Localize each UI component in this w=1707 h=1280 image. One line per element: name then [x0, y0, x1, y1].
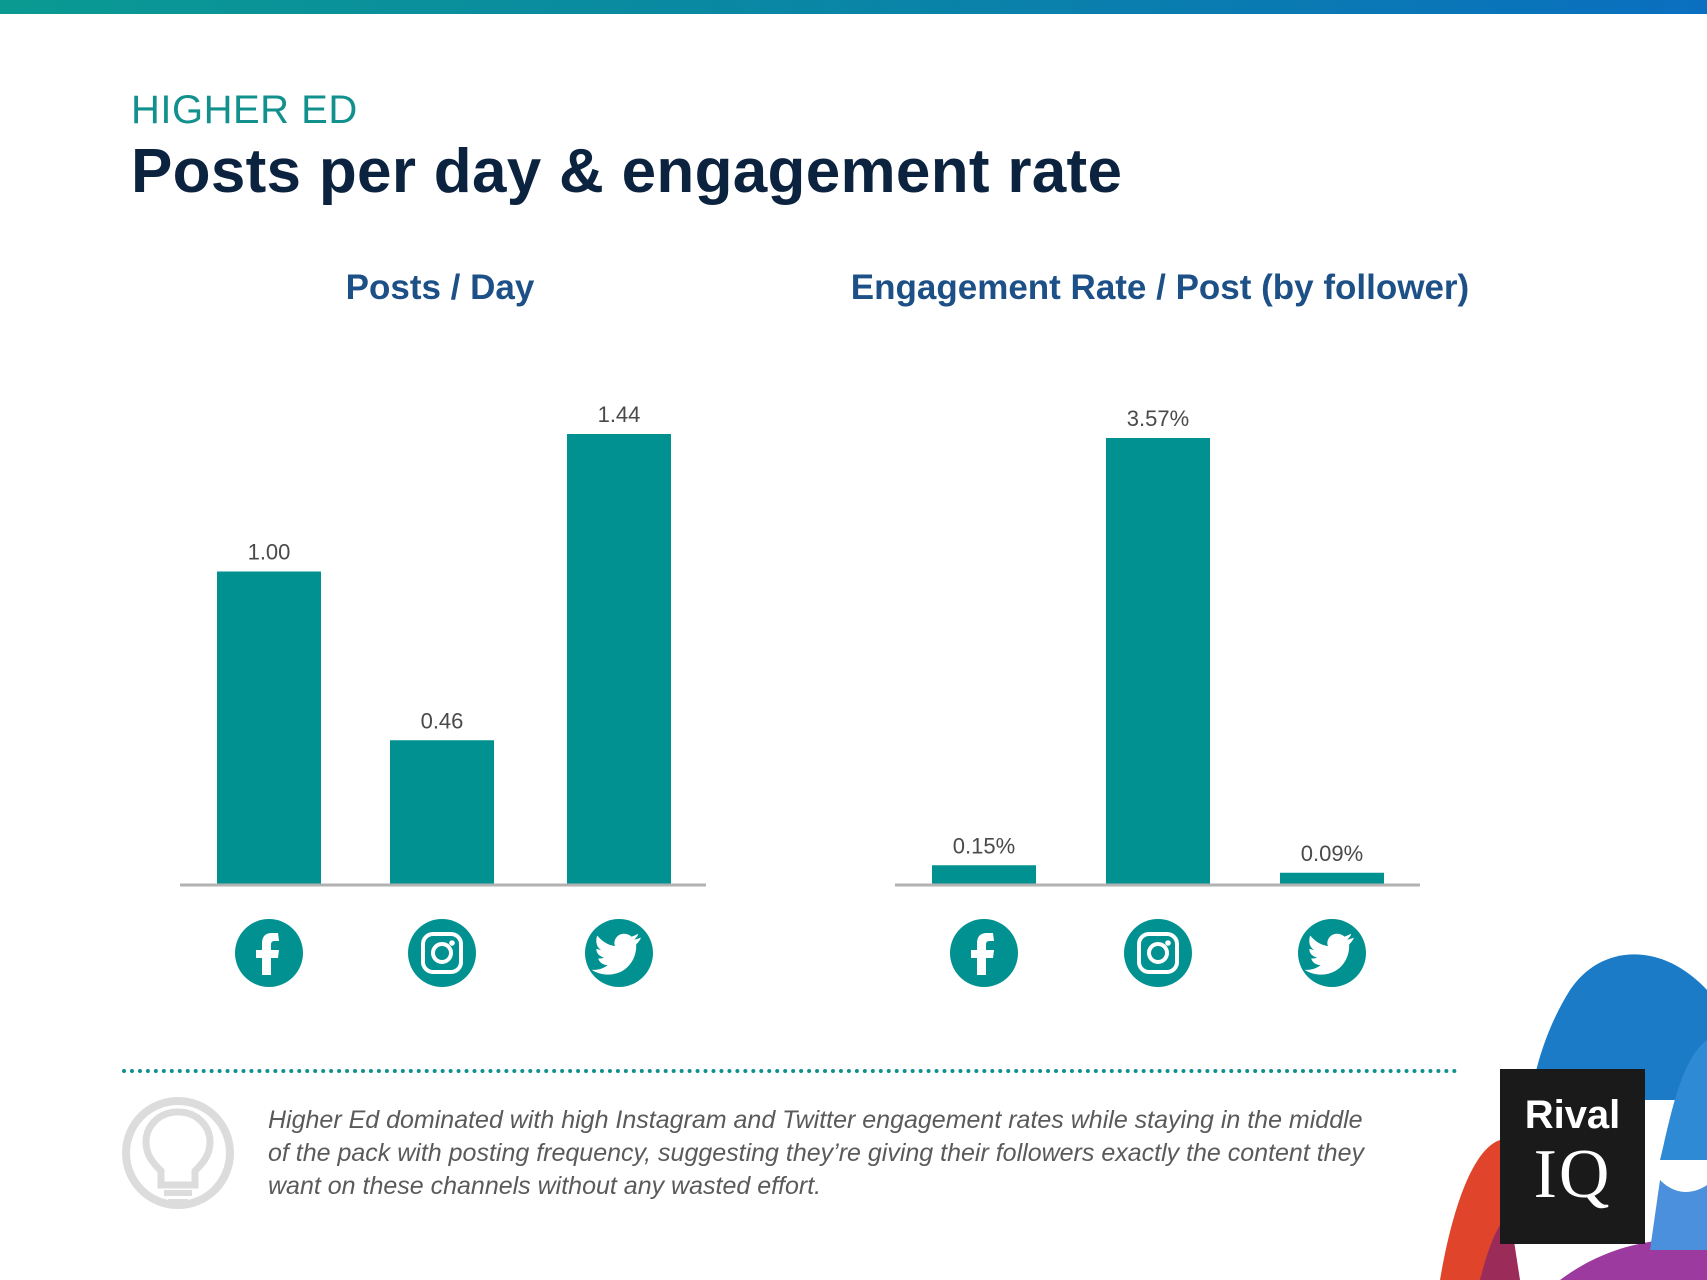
logo-line-2: IQ — [1533, 1136, 1612, 1213]
logo-line-1: Rival — [1524, 1093, 1621, 1137]
data-label-engagement-instagram: 3.57% — [1127, 406, 1189, 431]
page-kicker: HIGHER ED — [131, 88, 358, 132]
bar-posts-twitter — [567, 434, 671, 884]
instagram-icon — [408, 919, 476, 987]
twitter-icon — [1298, 919, 1366, 987]
insight-text: Higher Ed dominated with high Instagram … — [268, 1106, 1364, 1200]
facebook-icon — [950, 919, 1018, 987]
page-title: Posts per day & engagement rate — [131, 137, 1123, 206]
data-label-posts-instagram: 0.46 — [421, 708, 464, 733]
data-label-engagement-twitter: 0.09% — [1301, 841, 1363, 866]
chart-title-posts-per-day: Posts / Day — [345, 268, 535, 307]
twitter-icon — [585, 919, 653, 987]
bar-posts-instagram — [390, 740, 494, 884]
chart-title-engagement-rate: Engagement Rate / Post (by follower) — [850, 268, 1470, 307]
bar-posts-facebook — [217, 571, 321, 884]
facebook-icon — [235, 919, 303, 987]
section-divider — [122, 1069, 1458, 1073]
data-label-posts-facebook: 1.00 — [248, 540, 291, 565]
bar-engagement-facebook — [932, 865, 1036, 884]
instagram-icon — [1124, 919, 1192, 987]
rival-iq-logo: Rival IQ — [1500, 1069, 1645, 1244]
top-accent-bar — [0, 0, 1707, 14]
bar-engagement-instagram — [1106, 438, 1210, 884]
data-label-posts-twitter: 1.44 — [598, 402, 641, 427]
data-label-engagement-facebook: 0.15% — [953, 833, 1015, 858]
bar-engagement-twitter — [1280, 872, 1384, 884]
